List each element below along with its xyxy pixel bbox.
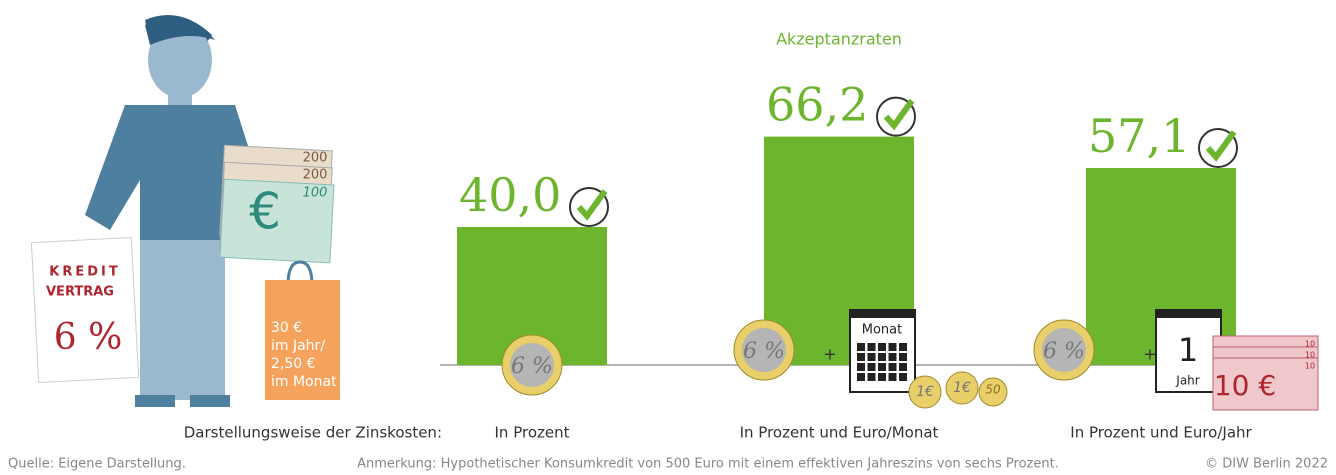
x-tick-label: In Prozent und Euro/Jahr <box>1070 424 1252 442</box>
euro-coin <box>908 375 942 409</box>
coin-label: 6 % <box>1043 339 1085 364</box>
banknote-small: 10 <box>1305 340 1315 349</box>
coin-label: 6 % <box>743 339 785 364</box>
note-label: 200 <box>303 168 328 183</box>
calendar-top <box>1156 310 1221 318</box>
coin-inner <box>742 328 786 372</box>
chart-title: Akzeptanzraten <box>776 30 902 49</box>
euro-coin-label: 1€ <box>916 384 934 400</box>
calendar-cell <box>888 343 897 351</box>
check <box>576 189 608 221</box>
coin-label: 6 % <box>511 354 553 379</box>
note-label: 100 <box>303 186 328 201</box>
calendar-cell <box>899 373 907 381</box>
note-euro: € <box>249 183 281 241</box>
x-tick-label: In Prozent und Euro/Monat <box>740 424 939 442</box>
contract-text: KREDIT <box>49 265 120 280</box>
check <box>883 98 915 131</box>
calendar-cell <box>857 373 865 381</box>
source: Quelle: Eigene Darstellung. <box>8 457 186 472</box>
check <box>1205 130 1237 162</box>
euro-coin-label: 1€ <box>953 380 971 396</box>
calendar-cell <box>899 363 907 371</box>
bag-text: 30 € <box>271 320 302 336</box>
banknotes: 200 200 100 € <box>219 144 335 264</box>
calendar-label: Monat <box>862 323 902 338</box>
euro-coin <box>945 371 979 405</box>
banknote-small: 10 <box>1305 351 1315 360</box>
plus: + <box>823 345 836 364</box>
value-label: 66,2 <box>766 78 868 132</box>
note-label: 200 <box>303 151 328 166</box>
cent-label: 50 <box>985 383 1001 397</box>
bag-text: im Jahr/ <box>271 338 325 354</box>
calendar-cell <box>867 373 876 381</box>
x-tick-label: In Prozent <box>495 424 570 442</box>
calendar-cell <box>867 363 876 371</box>
calendar-cell <box>878 343 886 351</box>
calendar-cell <box>857 343 865 351</box>
calendar-top <box>850 310 915 318</box>
calendar-label: Jahr <box>1175 374 1199 388</box>
cent-coin <box>978 377 1008 407</box>
banknote <box>1212 357 1319 411</box>
banknote-small: 10 <box>1305 362 1315 371</box>
calendar-cell <box>867 353 876 361</box>
coin-inner <box>1042 328 1086 372</box>
calendar-cell <box>878 373 886 381</box>
plus: + <box>1143 345 1156 364</box>
calendar-number: 1 <box>1178 331 1198 369</box>
banknote-label: 10 € <box>1214 369 1276 402</box>
calendar-cell <box>888 353 897 361</box>
value-label: 40,0 <box>459 168 561 222</box>
bag: 30 € im Jahr/ 2,50 € im Monat <box>265 260 340 400</box>
calendar-cell <box>888 373 897 381</box>
value-label: 57,1 <box>1088 109 1190 163</box>
calendar-cell <box>888 363 897 371</box>
note: Anmerkung: Hypothetischer Konsumkredit v… <box>357 457 1059 472</box>
coin-inner <box>510 343 554 387</box>
calendar-cell <box>899 343 907 351</box>
calendar <box>1155 309 1222 393</box>
calendar-cell <box>867 343 876 351</box>
bag-text: im Monat <box>271 374 337 390</box>
calendar-cell <box>878 353 886 361</box>
calendar-cell <box>857 363 865 371</box>
calendar-cell <box>857 353 865 361</box>
x-axis-label: Darstellungsweise der Zinskosten: <box>184 424 442 442</box>
contract-text: VERTRAG <box>46 285 114 300</box>
bag-text: 2,50 € <box>271 356 316 372</box>
contract: KREDIT VERTRAG 6 % <box>30 236 140 384</box>
contract-rate: 6 % <box>54 317 123 358</box>
copyright: © DIW Berlin 2022 <box>1205 457 1328 472</box>
calendar-cell <box>899 353 907 361</box>
calendar-cell <box>878 363 886 371</box>
